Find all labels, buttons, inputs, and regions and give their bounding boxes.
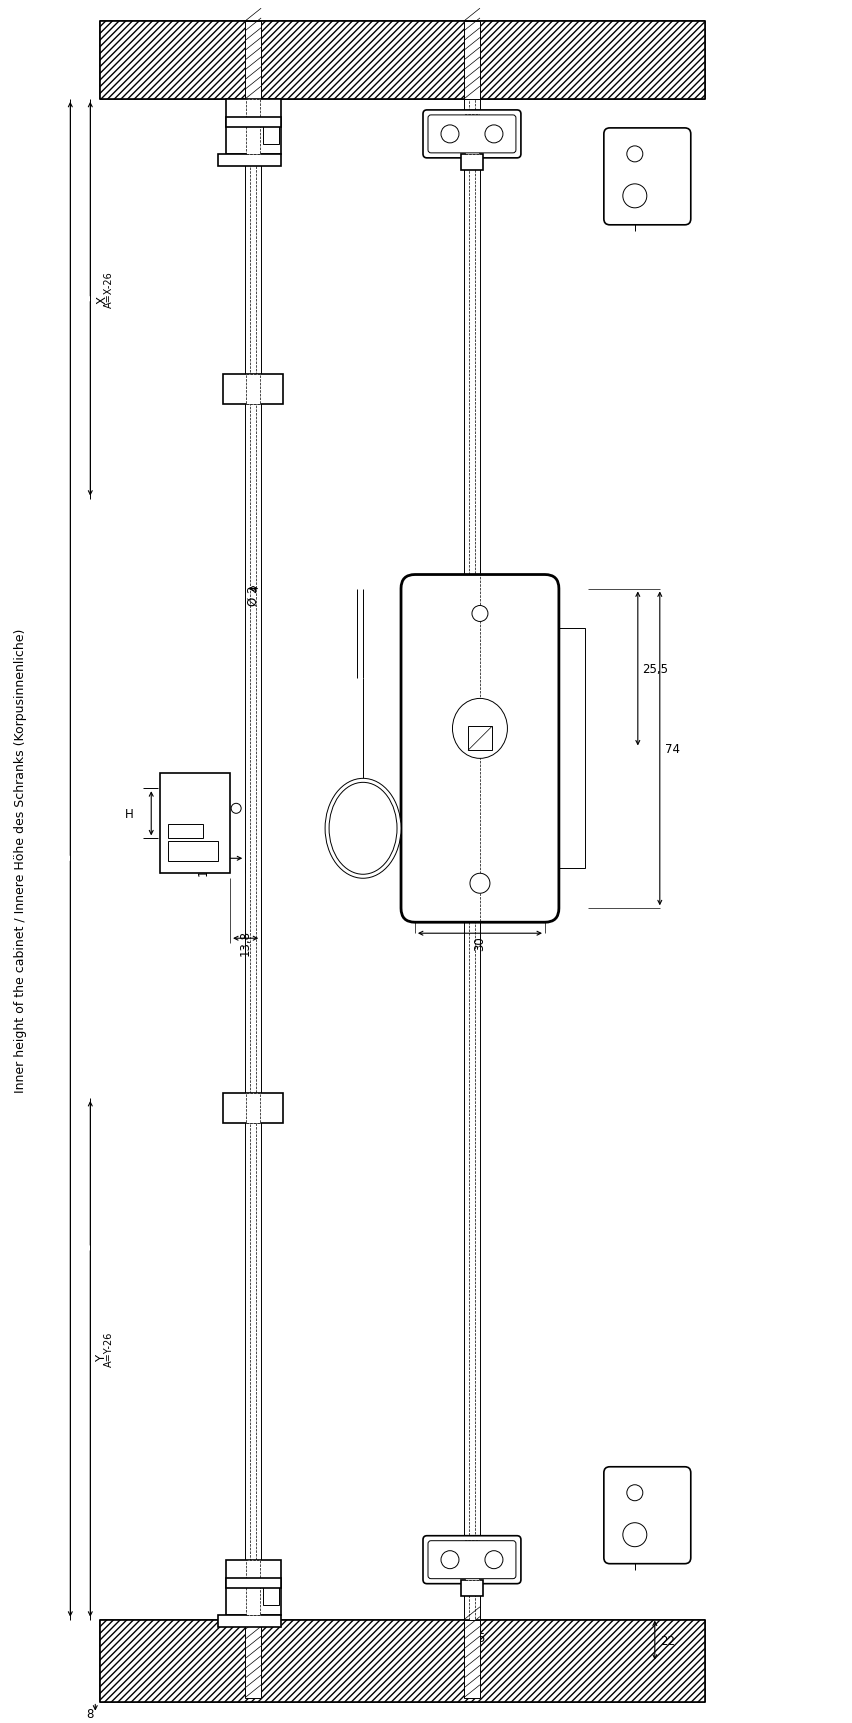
Bar <box>101 1620 705 1702</box>
Text: 30: 30 <box>474 936 486 951</box>
Bar <box>246 1559 260 1614</box>
Bar <box>245 22 262 100</box>
Circle shape <box>441 1551 459 1568</box>
Circle shape <box>623 1523 647 1547</box>
Bar <box>263 1583 279 1604</box>
Bar <box>246 374 260 405</box>
Bar <box>469 100 475 1620</box>
Text: 13,8: 13,8 <box>239 930 252 956</box>
Text: X: X <box>95 296 108 303</box>
Circle shape <box>231 805 241 813</box>
Ellipse shape <box>325 779 401 879</box>
FancyBboxPatch shape <box>428 1540 516 1578</box>
Bar <box>246 100 260 155</box>
Text: 8: 8 <box>87 1706 94 1720</box>
Bar <box>246 1094 260 1123</box>
Bar <box>250 100 256 1620</box>
Bar <box>461 1580 483 1595</box>
Text: Ø 2: Ø 2 <box>246 586 260 606</box>
Bar <box>461 155 483 171</box>
Bar <box>465 115 479 155</box>
Text: A=Y-26: A=Y-26 <box>104 1330 114 1366</box>
Bar <box>226 117 281 128</box>
Circle shape <box>627 146 642 162</box>
Text: A=X-26: A=X-26 <box>104 271 114 308</box>
Bar <box>226 1578 281 1587</box>
Ellipse shape <box>329 782 397 875</box>
Bar <box>464 100 480 1620</box>
FancyBboxPatch shape <box>604 129 691 226</box>
Circle shape <box>441 126 459 143</box>
Text: 15: 15 <box>474 591 486 606</box>
Circle shape <box>627 1485 642 1501</box>
Circle shape <box>485 1551 503 1568</box>
Bar <box>547 629 584 868</box>
Bar <box>465 1540 479 1580</box>
Text: Ø16,5: Ø16,5 <box>535 660 564 689</box>
Circle shape <box>472 606 488 622</box>
Bar <box>101 22 705 100</box>
Bar <box>245 100 262 1620</box>
Text: 8: 8 <box>561 717 568 731</box>
Bar <box>218 1614 281 1627</box>
Bar <box>468 727 492 751</box>
Bar <box>223 1094 283 1123</box>
FancyBboxPatch shape <box>428 115 516 153</box>
FancyBboxPatch shape <box>401 575 559 924</box>
Bar <box>168 825 203 839</box>
FancyBboxPatch shape <box>423 1535 521 1583</box>
Bar <box>263 122 279 145</box>
Text: 22: 22 <box>659 1633 675 1647</box>
Text: 16: 16 <box>196 862 210 875</box>
Text: 25,5: 25,5 <box>642 663 668 675</box>
Text: 5: 5 <box>477 1632 484 1644</box>
Text: Y: Y <box>95 1354 108 1361</box>
FancyBboxPatch shape <box>604 1466 691 1564</box>
Ellipse shape <box>452 700 508 758</box>
Text: H: H <box>124 808 133 820</box>
Bar <box>160 774 230 874</box>
Bar <box>218 155 281 167</box>
Bar <box>464 22 480 100</box>
Circle shape <box>623 184 647 208</box>
Circle shape <box>470 874 490 894</box>
Bar <box>226 1559 281 1614</box>
Text: Inner height of the cabinet / Innere Höhe des Schranks (Korpusinnenliche): Inner height of the cabinet / Innere Höh… <box>14 629 27 1092</box>
FancyBboxPatch shape <box>423 110 521 159</box>
Bar <box>464 1620 480 1697</box>
Bar <box>226 100 281 155</box>
Bar <box>223 374 283 405</box>
Text: 74: 74 <box>665 743 680 755</box>
Circle shape <box>485 126 503 143</box>
Bar <box>168 843 218 862</box>
Bar <box>245 1620 262 1697</box>
